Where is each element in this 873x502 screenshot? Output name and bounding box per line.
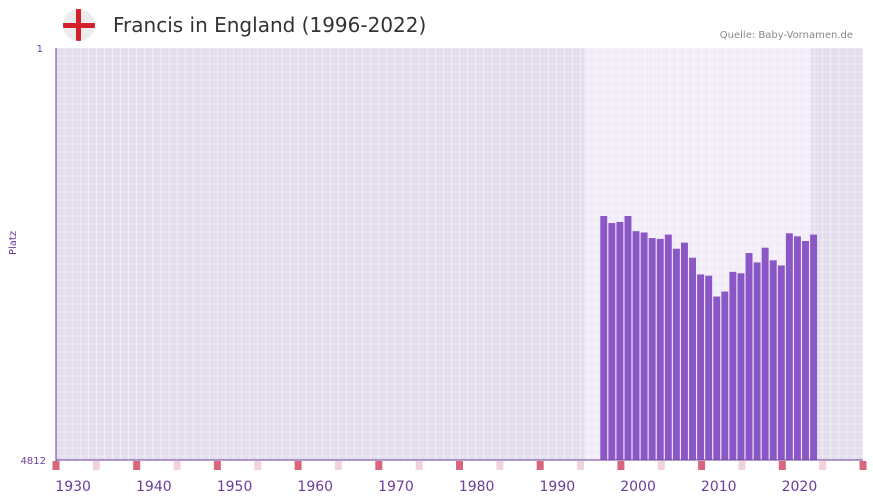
bar-2018	[777, 265, 785, 460]
bar-2022	[810, 234, 818, 460]
bar-2002	[648, 238, 656, 460]
bar-2005	[672, 248, 680, 460]
england-flag-icon	[63, 9, 95, 41]
bar-2014	[745, 253, 753, 460]
half-decade-marker	[334, 461, 342, 470]
half-decade-marker	[92, 461, 100, 470]
decade-marker	[375, 461, 383, 470]
bar-2013	[737, 273, 745, 460]
bar-2007	[689, 257, 697, 460]
axes	[55, 48, 863, 461]
bar-2001	[640, 232, 648, 460]
y-tick-bottom: 4812	[21, 456, 46, 467]
decade-markers	[52, 461, 867, 470]
bar-2003	[656, 238, 664, 460]
bar-1997	[608, 223, 616, 460]
half-decade-marker	[819, 461, 827, 470]
bar-2021	[802, 241, 809, 460]
bars	[600, 216, 818, 460]
half-decade-marker	[738, 461, 746, 470]
decade-marker	[213, 461, 221, 470]
x-tick-1940: 1940	[136, 479, 172, 495]
bar-2016	[761, 247, 769, 460]
bar-2011	[721, 291, 729, 460]
x-tick-1950: 1950	[217, 479, 253, 495]
bar-2006	[680, 242, 688, 460]
decade-marker	[859, 461, 867, 470]
decade-marker	[536, 461, 544, 470]
x-tick-2000: 2000	[620, 479, 656, 495]
grid-lines	[55, 47, 864, 460]
y-tick-top: 1	[37, 44, 43, 55]
x-tick-1930: 1930	[55, 479, 91, 495]
bar-2012	[729, 271, 737, 460]
decade-marker	[698, 461, 706, 470]
decade-marker	[617, 461, 625, 470]
x-ticks: 1930 1940 1950 1960 1970 1980 1990 2000 2010 2020	[55, 479, 817, 495]
decade-marker	[778, 461, 786, 470]
bar-2004	[664, 234, 672, 460]
chart-title: Francis in England (1996-2022)	[113, 13, 427, 37]
half-decade-marker	[657, 461, 665, 470]
half-decade-marker	[577, 461, 585, 470]
bar-2019	[785, 233, 793, 460]
x-tick-1980: 1980	[459, 479, 495, 495]
bar-2010	[713, 296, 721, 460]
bar-2020	[793, 236, 801, 460]
x-tick-1970: 1970	[378, 479, 414, 495]
bar-2015	[753, 262, 761, 460]
decade-marker	[294, 461, 302, 470]
decade-marker	[456, 461, 463, 470]
x-tick-1990: 1990	[540, 479, 576, 495]
bar-1999	[624, 216, 632, 460]
x-tick-2010: 2010	[701, 479, 737, 495]
half-decade-marker	[173, 461, 181, 470]
bar-1996	[600, 216, 608, 460]
x-tick-2020: 2020	[782, 479, 818, 495]
bar-2017	[769, 260, 777, 460]
bar-2009	[705, 275, 713, 460]
bar-2008	[697, 274, 705, 460]
half-decade-marker	[496, 461, 504, 470]
decade-marker	[133, 461, 141, 470]
source-link[interactable]: Quelle: Baby-Vornamen.de	[719, 30, 853, 41]
x-tick-1960: 1960	[297, 479, 333, 495]
bar-2000	[632, 231, 640, 460]
half-decade-marker	[415, 461, 423, 470]
bar-1998	[616, 221, 624, 460]
half-decade-marker	[254, 461, 262, 470]
decade-marker	[52, 461, 60, 470]
